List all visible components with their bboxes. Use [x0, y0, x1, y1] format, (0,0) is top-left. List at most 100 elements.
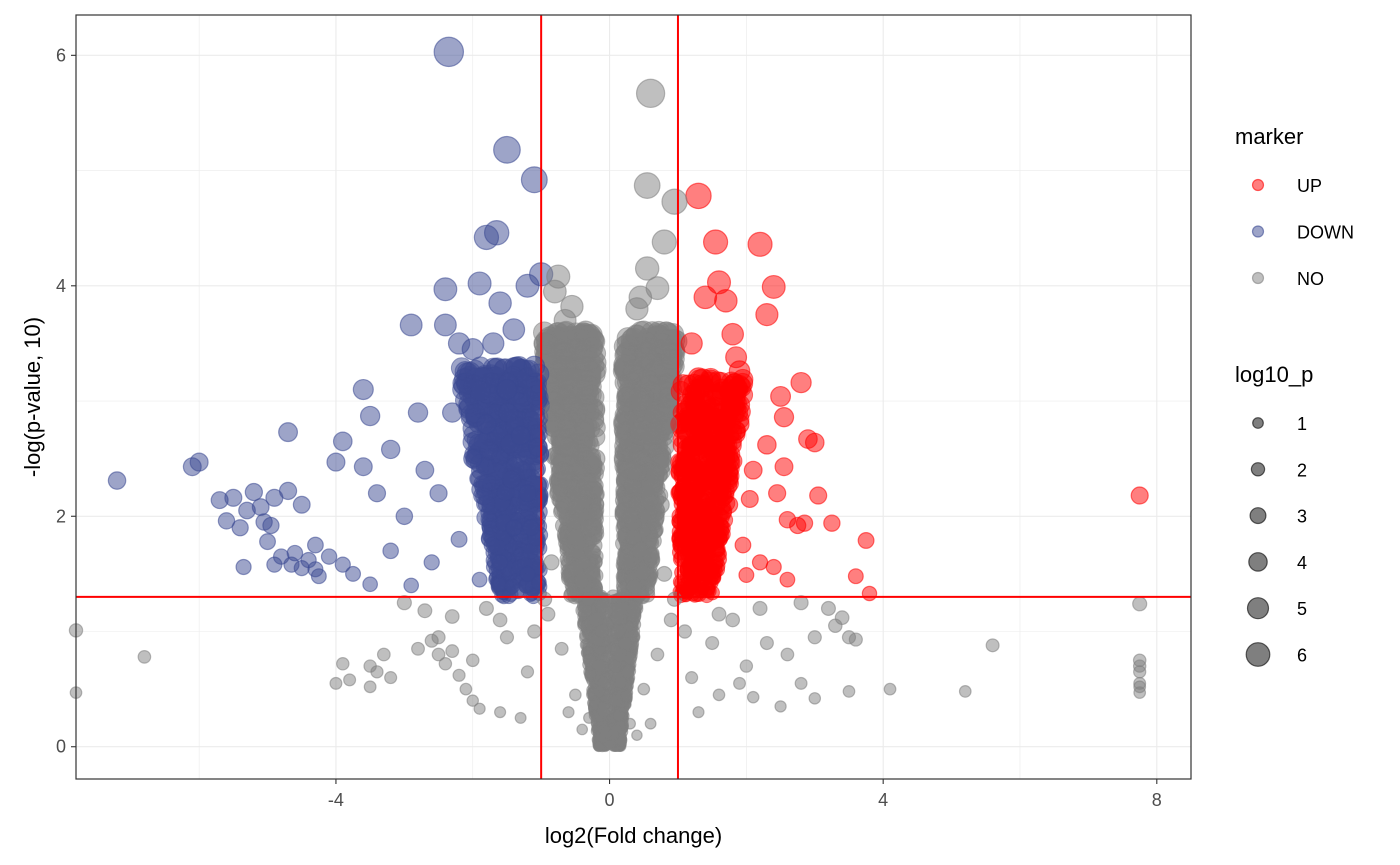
- y-axis-ticks: 0 2 4 6: [56, 45, 76, 757]
- point-up: [720, 495, 739, 514]
- point-up: [693, 285, 718, 310]
- point-no: [478, 600, 494, 616]
- legend-marker: marker UP DOWN NO: [1235, 124, 1354, 289]
- point-no: [711, 606, 727, 622]
- legend-marker-key: [1251, 271, 1265, 285]
- point-no: [692, 706, 705, 719]
- point-no: [610, 694, 623, 707]
- legend-size-label: 1: [1297, 414, 1307, 434]
- point-no: [544, 402, 566, 423]
- point-up: [747, 231, 773, 257]
- point-no: [650, 647, 665, 662]
- point-down: [433, 277, 458, 302]
- point-up: [774, 457, 794, 477]
- point-down: [491, 554, 509, 571]
- point-up: [710, 530, 728, 548]
- point-no: [417, 603, 433, 619]
- point-down: [502, 318, 526, 341]
- point-no: [739, 659, 754, 673]
- point-no: [629, 390, 651, 412]
- point-no: [596, 706, 609, 719]
- point-no: [514, 711, 527, 724]
- point-down: [210, 491, 229, 510]
- point-down: [266, 556, 283, 573]
- point-no: [651, 229, 677, 255]
- point-up: [702, 229, 729, 255]
- point-down: [488, 291, 512, 315]
- point-down: [433, 313, 457, 337]
- legend-size: log10_p 1 2 3 4 5 6: [1235, 362, 1313, 667]
- point-no: [663, 612, 679, 628]
- x-axis-ticks: -4 0 4 8: [328, 779, 1162, 810]
- point-down: [441, 402, 463, 423]
- point-down-cloud: [504, 578, 521, 594]
- point-down: [292, 495, 311, 514]
- point-no: [657, 413, 678, 435]
- point-no: [705, 635, 720, 651]
- point-down: [262, 516, 280, 535]
- point-no: [592, 659, 607, 673]
- y-tick-label: 0: [56, 737, 66, 757]
- point-no: [586, 449, 606, 469]
- point-no: [459, 682, 473, 696]
- point-up: [689, 507, 708, 526]
- point-no-cloud: [593, 685, 606, 698]
- point-up: [697, 554, 714, 571]
- point-no: [624, 717, 636, 730]
- point-no-cloud: [646, 513, 664, 531]
- point-down-cloud: [483, 536, 501, 554]
- point-down: [510, 425, 531, 446]
- point-no: [640, 425, 661, 446]
- point-down: [395, 507, 414, 526]
- point-down: [515, 273, 540, 298]
- point-no: [808, 692, 822, 705]
- point-up: [685, 182, 712, 210]
- point-no: [543, 554, 560, 571]
- point-no-cloud: [584, 544, 602, 561]
- point-down: [467, 271, 492, 296]
- point-no: [384, 671, 398, 685]
- point-down: [320, 548, 338, 565]
- point-no: [1133, 665, 1147, 679]
- legend-size-key: [1250, 462, 1266, 477]
- point-down: [399, 313, 423, 337]
- point-no-cloud: [608, 659, 622, 673]
- point-up: [728, 360, 751, 382]
- point-down: [463, 449, 483, 469]
- point-down: [107, 471, 127, 490]
- point-no: [558, 437, 579, 457]
- point-no: [618, 554, 635, 571]
- legend-size-label: 3: [1297, 507, 1307, 527]
- point-no: [584, 565, 601, 582]
- point-down-cloud: [491, 576, 507, 593]
- point-down-cloud: [487, 462, 506, 481]
- point-down: [353, 457, 373, 477]
- point-down: [352, 378, 374, 401]
- point-no: [842, 685, 856, 698]
- point-no: [557, 367, 580, 389]
- point-up: [757, 435, 777, 455]
- legend-size-key: [1248, 552, 1268, 572]
- point-no: [580, 519, 598, 537]
- point-up: [721, 322, 745, 346]
- point-no: [834, 610, 850, 626]
- point-no: [492, 612, 508, 628]
- point-no: [621, 507, 639, 526]
- point-down: [278, 422, 299, 443]
- point-no-cloud: [573, 421, 594, 442]
- point-no: [759, 635, 774, 651]
- point-no: [746, 690, 760, 704]
- legend-size-label: 2: [1297, 460, 1307, 480]
- point-no: [635, 332, 659, 355]
- point-up: [823, 514, 841, 532]
- point-down: [235, 558, 252, 576]
- point-up-cloud: [676, 519, 694, 537]
- legend-marker-label: UP: [1297, 176, 1322, 196]
- point-up: [779, 571, 796, 588]
- point-no: [685, 671, 699, 685]
- point-down: [244, 482, 263, 502]
- point-no: [574, 320, 597, 344]
- point-down: [182, 457, 202, 477]
- point-no: [411, 641, 425, 656]
